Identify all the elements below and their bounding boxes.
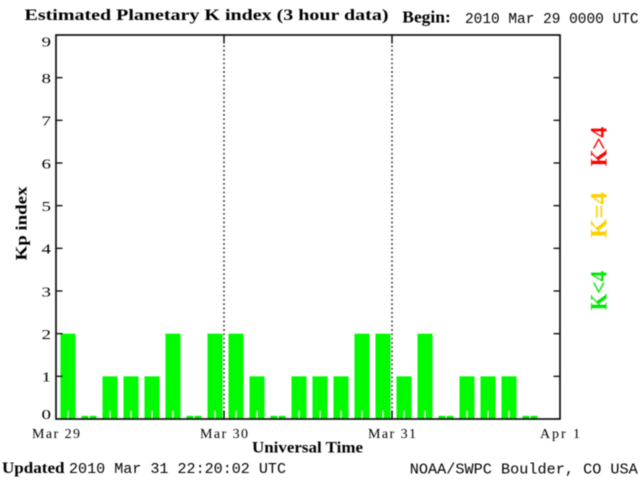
svg-text:8: 8 [42,72,52,87]
svg-text:K<4: K<4 [587,271,613,311]
svg-text:Mar 29: Mar 29 [32,427,80,442]
svg-text:Universal Time: Universal Time [252,440,363,457]
svg-text:Estimated Planetary K index (3: Estimated Planetary K index (3 hour data… [25,7,389,24]
svg-text:2010 Mar 29 0000 UTC: 2010 Mar 29 0000 UTC [465,12,639,28]
svg-text:3: 3 [42,285,52,300]
svg-text:5: 5 [42,200,52,215]
svg-text:1: 1 [42,371,52,386]
svg-text:6: 6 [42,157,52,172]
svg-text:9: 9 [42,35,52,50]
svg-text:2010 Mar 31 22:20:02 UTC: 2010 Mar 31 22:20:02 UTC [69,461,286,478]
svg-text:NOAA/SWPC Boulder, CO USA: NOAA/SWPC Boulder, CO USA [410,462,638,479]
svg-text:Updated: Updated [2,460,65,477]
svg-text:4: 4 [42,243,52,258]
svg-text:Begin:: Begin: [402,7,451,26]
svg-text:Mar 30: Mar 30 [200,427,248,442]
svg-text:0: 0 [42,408,52,423]
svg-text:Kp index: Kp index [14,187,31,261]
svg-text:Apr 1: Apr 1 [540,427,580,442]
svg-text:Mar 31: Mar 31 [368,427,416,442]
svg-text:7: 7 [42,115,52,130]
svg-text:K=4: K=4 [587,192,613,238]
svg-text:2: 2 [42,328,52,343]
svg-text:K>4: K>4 [587,127,613,167]
